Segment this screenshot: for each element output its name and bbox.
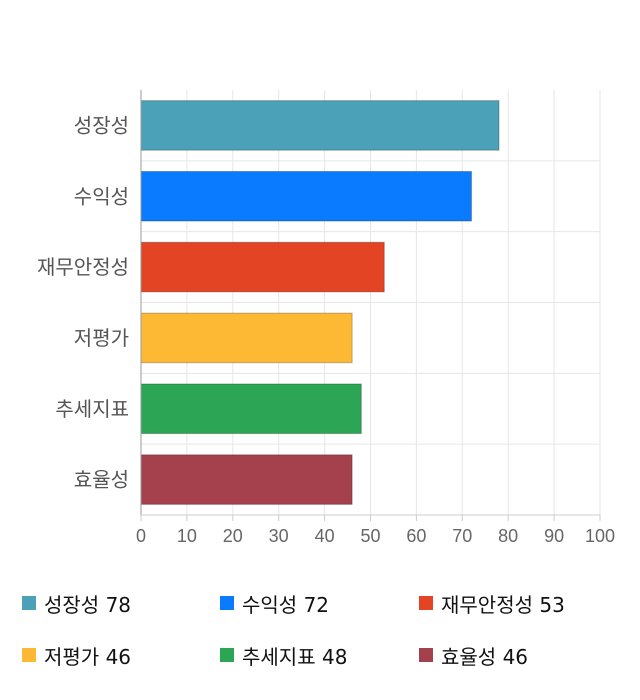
legend-swatch [22, 648, 36, 662]
category-label: 성장성 [74, 113, 129, 137]
bar-1 [140, 100, 500, 151]
legend-label: 재무안정성 53 [441, 592, 565, 617]
category-label: 추세지표 [55, 397, 129, 421]
x-tick-label: 10 [177, 526, 197, 546]
x-tick-label: 50 [360, 526, 380, 546]
x-tick-label: 100 [585, 526, 615, 546]
bar-5 [140, 383, 362, 435]
legend-label: 효율성 46 [441, 644, 529, 669]
legend-item-efficiency: 효율성 46 [419, 643, 529, 669]
legend-label: 추세지표 48 [242, 644, 348, 669]
x-tick-label: 90 [544, 526, 564, 546]
legend-label: 성장성 78 [44, 592, 132, 617]
bar-4 [140, 312, 353, 364]
legend-swatch [419, 596, 433, 610]
x-tick-label: 80 [498, 526, 518, 546]
x-tick-label: 70 [452, 526, 472, 546]
legend-swatch [419, 648, 433, 662]
bar-2 [140, 170, 472, 222]
category-label: 효율성 [74, 468, 129, 492]
x-tick-label: 30 [269, 526, 289, 546]
category-label: 수익성 [74, 184, 129, 208]
x-tick-label: 60 [406, 526, 426, 546]
legend-swatch [220, 648, 234, 662]
legend-item-undervalued: 저평가 46 [22, 643, 132, 669]
legend-item-trend: 추세지표 48 [220, 643, 348, 669]
bar-6 [140, 454, 353, 505]
legend-label: 저평가 46 [44, 644, 132, 669]
legend-item-stability: 재무안정성 53 [419, 591, 565, 617]
legend-item-profitability: 수익성 72 [220, 591, 330, 617]
x-tick-label: 40 [315, 526, 335, 546]
legend-item-growth: 성장성 78 [22, 591, 132, 617]
legend-label: 수익성 72 [242, 592, 330, 617]
bar-3 [140, 241, 385, 293]
legend-swatch [22, 596, 36, 610]
category-label: 저평가 [74, 326, 129, 350]
legend-swatch [220, 596, 234, 610]
category-label: 재무안정성 [37, 255, 129, 279]
x-tick-label: 20 [223, 526, 243, 546]
x-tick-label: 0 [136, 526, 146, 546]
